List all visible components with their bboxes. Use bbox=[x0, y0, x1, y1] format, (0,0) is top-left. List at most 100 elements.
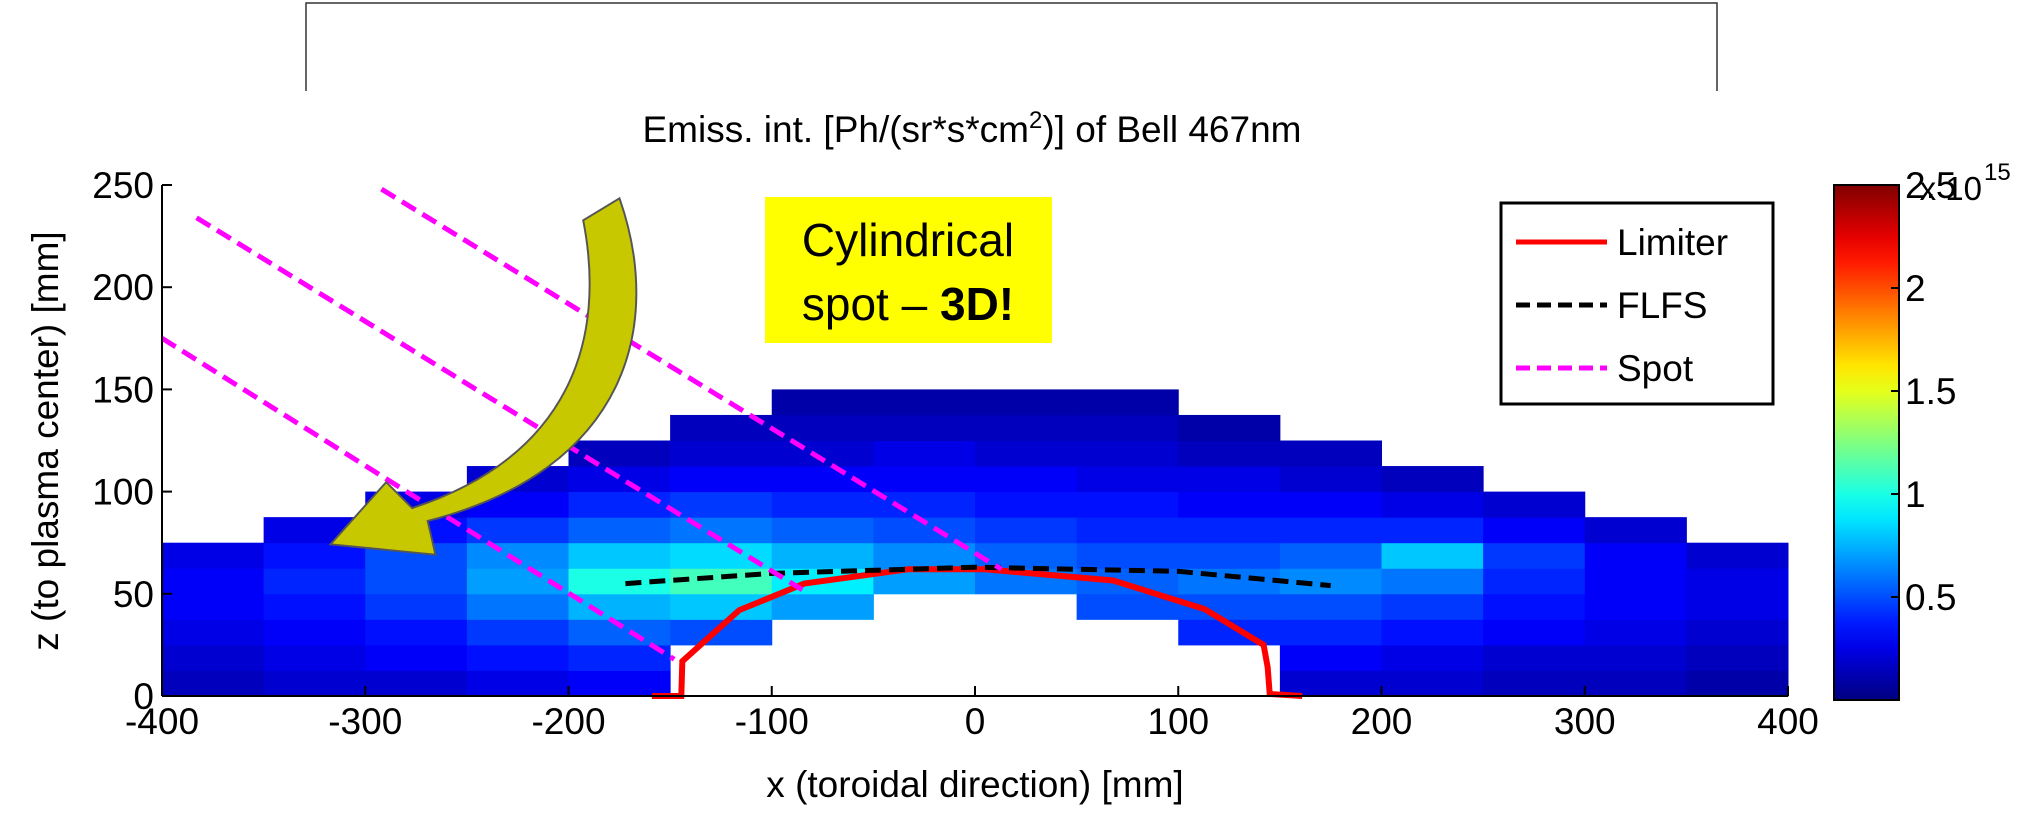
heatmap-cell bbox=[1483, 568, 1586, 595]
series-line bbox=[625, 564, 1331, 589]
colorbar-tick-label: 1 bbox=[1905, 474, 1926, 515]
heatmap-cell bbox=[1584, 542, 1687, 569]
annotation: Cylindrical spot – 3D! bbox=[765, 197, 1052, 343]
heatmap-cell bbox=[771, 414, 874, 441]
x-tick-label: -100 bbox=[735, 701, 809, 742]
heatmap-cell bbox=[670, 440, 773, 467]
x-tick-label: 300 bbox=[1554, 701, 1616, 742]
heatmap-cell bbox=[771, 542, 874, 569]
colorbar-tick-label: 2.5 bbox=[1905, 165, 1956, 206]
heatmap-cell bbox=[1076, 491, 1179, 518]
heatmap-cell bbox=[1584, 619, 1687, 646]
heatmap-cell bbox=[466, 517, 569, 544]
heatmap-cell bbox=[1178, 517, 1281, 544]
annotation-bold: 3D! bbox=[940, 278, 1014, 330]
heatmap-cell bbox=[975, 466, 1078, 493]
heatmap-cell bbox=[670, 466, 773, 493]
frame bbox=[305, 2, 1718, 91]
heatmap-cell bbox=[568, 440, 671, 467]
heatmap-cell bbox=[365, 593, 468, 620]
legend-label: Spot bbox=[1617, 348, 1694, 389]
x-tick-label: -300 bbox=[328, 701, 402, 742]
heatmap-cell bbox=[1076, 414, 1179, 441]
heatmap-cell bbox=[670, 491, 773, 518]
heatmap-cell bbox=[1584, 568, 1687, 595]
y-tick-label: 250 bbox=[92, 165, 154, 206]
colorbar-body bbox=[1833, 184, 1900, 701]
title-part: )] of Bell 467nm bbox=[1042, 109, 1301, 150]
heatmap-cell bbox=[975, 414, 1078, 441]
series-line bbox=[160, 186, 1003, 662]
chart-title: Emiss. int. [Ph/(sr*s*cm2)] of Bell 467n… bbox=[643, 107, 1302, 150]
heatmap-cell bbox=[1686, 542, 1789, 569]
heatmap-cell bbox=[873, 491, 976, 518]
heatmap-cell bbox=[263, 593, 366, 620]
heatmap-cell bbox=[1584, 517, 1687, 544]
heatmap-cell bbox=[1279, 466, 1382, 493]
heatmap-cell bbox=[975, 542, 1078, 569]
heatmap-cell bbox=[1483, 670, 1586, 697]
heatmap-cell bbox=[568, 593, 671, 620]
heatmap-cell bbox=[873, 466, 976, 493]
x-tick-label: 400 bbox=[1757, 701, 1819, 742]
heatmap-cell bbox=[162, 593, 265, 620]
heatmap-cell bbox=[873, 440, 976, 467]
heatmap-cell bbox=[1483, 593, 1586, 620]
heatmap-cell bbox=[1584, 670, 1687, 697]
heatmap-cell bbox=[568, 491, 671, 518]
heatmap-cell bbox=[1483, 491, 1586, 518]
heatmap-cell bbox=[975, 491, 1078, 518]
y-axis-label: z (to plasma center) [mm] bbox=[25, 231, 66, 650]
heatmap-cell bbox=[1279, 568, 1382, 595]
y-tick-label: 0 bbox=[133, 676, 154, 717]
colorbar-tick-label: 0.5 bbox=[1905, 577, 1956, 618]
heatmap-cell bbox=[1686, 644, 1789, 671]
heatmap-cell bbox=[263, 568, 366, 595]
heatmap-cell bbox=[1279, 517, 1382, 544]
heatmap-cell bbox=[1076, 517, 1179, 544]
heatmap-cell bbox=[1483, 517, 1586, 544]
y-tick-label: 50 bbox=[113, 574, 154, 615]
heatmap-cell bbox=[466, 644, 569, 671]
heatmap-cell bbox=[365, 670, 468, 697]
heatmap-cell bbox=[1076, 389, 1179, 416]
annotation-line: spot – 3D! bbox=[802, 278, 1014, 330]
heatmap-cell bbox=[1279, 542, 1382, 569]
heatmap-cell bbox=[1076, 440, 1179, 467]
colorbar-tick-label: 1.5 bbox=[1905, 371, 1956, 412]
heatmap-cell bbox=[1381, 466, 1484, 493]
heatmap-cell bbox=[975, 440, 1078, 467]
y-tick-label: 100 bbox=[92, 472, 154, 513]
legend: Limiter FLFS Spot bbox=[1499, 201, 1775, 406]
heatmap-cell bbox=[1279, 593, 1382, 620]
title-sup: 2 bbox=[1029, 107, 1042, 134]
heatmap-cell bbox=[975, 389, 1078, 416]
heatmap-cell bbox=[1381, 568, 1484, 595]
heatmap-cell bbox=[1381, 542, 1484, 569]
legend-label: FLFS bbox=[1617, 285, 1707, 326]
heatmap-cell bbox=[873, 389, 976, 416]
heatmap-cell bbox=[1178, 466, 1281, 493]
heatmap-cell bbox=[1076, 542, 1179, 569]
annotation-box bbox=[765, 197, 1052, 343]
y-tick-label: 200 bbox=[92, 267, 154, 308]
heatmap-cell bbox=[263, 619, 366, 646]
heatmap-cell bbox=[1584, 593, 1687, 620]
heatmap-cell bbox=[568, 517, 671, 544]
heatmap-cell bbox=[771, 491, 874, 518]
title-part: Emiss. int. [Ph/(sr*s*cm bbox=[643, 109, 1030, 150]
heatmap-cell bbox=[162, 542, 265, 569]
x-tick-label: 100 bbox=[1147, 701, 1209, 742]
x-tick-label: 200 bbox=[1351, 701, 1413, 742]
arrow bbox=[328, 196, 638, 556]
heatmap-cell bbox=[263, 644, 366, 671]
heatmap-cell bbox=[670, 593, 773, 620]
heatmap-cell bbox=[1076, 466, 1179, 493]
heatmap-cell bbox=[568, 670, 671, 697]
heatmap-cell bbox=[162, 670, 265, 697]
heatmap-cell bbox=[1686, 568, 1789, 595]
heatmap-cell bbox=[1178, 491, 1281, 518]
heatmap-cell bbox=[1381, 517, 1484, 544]
